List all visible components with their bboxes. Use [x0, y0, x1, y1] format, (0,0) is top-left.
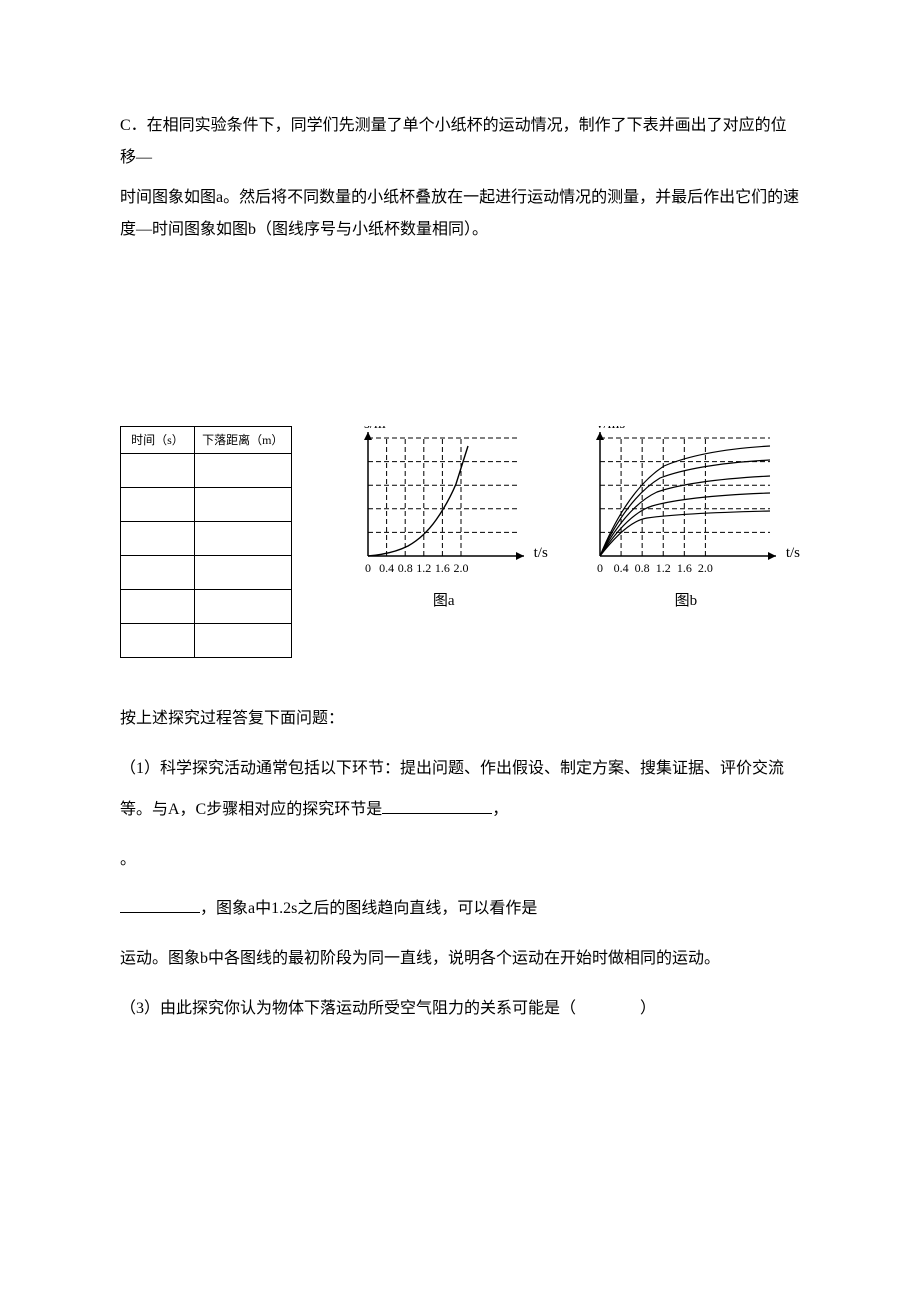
q1-comma: ，	[492, 801, 508, 818]
question-2-line1: ，图象a中1.2s之后的图线趋向直线，可以看作是	[120, 888, 800, 930]
questions-intro: 按上述探究过程答复下面问题：	[120, 698, 800, 740]
svg-text:2.0: 2.0	[453, 561, 468, 575]
svg-text:0.4: 0.4	[379, 561, 394, 575]
table-row	[121, 556, 292, 590]
svg-text:1.6: 1.6	[435, 561, 450, 575]
svg-text:0.8: 0.8	[634, 561, 649, 575]
svg-text:1.6: 1.6	[677, 561, 692, 575]
chart-b: v/ms⁻¹ 0 0.4 0.8 1.2 1.6 2.0	[572, 426, 782, 586]
charts-container: s/m00.40.81.21.62.0 t/s 图a v/ms⁻¹00.40.8…	[340, 426, 800, 613]
paragraph-c-1: C．在相同实验条件下，同学们先测量了单个小纸杯的运动情况，制作了下表并画出了对应…	[120, 110, 800, 174]
table-row	[121, 590, 292, 624]
question-3: （3）由此探究你认为物体下落运动所受空气阻力的关系可能是（ ）	[120, 988, 800, 1030]
data-table: 时间（s） 下落距离（m）	[120, 426, 292, 658]
svg-text:1.2: 1.2	[416, 561, 431, 575]
svg-text:v/ms⁻¹: v/ms⁻¹	[596, 426, 638, 432]
paragraph-c-2: 时间图象如图a。然后将不同数量的小纸杯叠放在一起进行运动情况的测量，并最后作出它…	[120, 182, 800, 246]
chart-b-xlabel: t/s	[786, 542, 800, 565]
table-header-distance: 下落距离（m）	[194, 427, 291, 454]
chart-b-caption: 图b	[572, 590, 800, 613]
table-body	[121, 454, 292, 658]
blank-2	[120, 897, 200, 913]
chart-a: s/m 0 0.40.8 1.2 1.62.0	[340, 426, 530, 586]
q1-period: 。	[120, 851, 136, 868]
table-row	[121, 624, 292, 658]
table-row	[121, 454, 292, 488]
svg-text:s/m: s/m	[364, 426, 386, 432]
question-1-line2: 。	[120, 839, 800, 881]
q2-text-a: 图象a中1.2s之后的图线趋向直线，可以看作是	[216, 900, 537, 917]
svg-text:0: 0	[365, 561, 371, 575]
svg-text:1.2: 1.2	[656, 561, 671, 575]
table-header-time: 时间（s）	[121, 427, 195, 454]
svg-text:2.0: 2.0	[698, 561, 713, 575]
svg-text:0.4: 0.4	[613, 561, 628, 575]
chart-a-block: s/m 0 0.40.8 1.2 1.62.0 t/s 图a	[340, 426, 548, 613]
svg-text:0: 0	[597, 561, 603, 575]
question-2-line2: 运动。图象b中各图线的最初阶段为同一直线，说明各个运动在开始时做相同的运动。	[120, 938, 800, 980]
table-row	[121, 522, 292, 556]
blank-1	[382, 798, 492, 814]
table-row	[121, 488, 292, 522]
table-and-charts-row: 时间（s） 下落距离（m） s/m00.40.81.21.62.0 t/s 图a…	[120, 426, 800, 658]
svg-text:0.8: 0.8	[397, 561, 412, 575]
chart-a-caption: 图a	[340, 590, 548, 613]
q2-blank-comma: ，	[200, 900, 216, 917]
chart-a-xlabel: t/s	[534, 542, 548, 565]
question-1-line1: （1）科学探究活动通常包括以下环节：提出问题、作出假设、制定方案、搜集证据、评价…	[120, 748, 800, 831]
chart-b-block: v/ms⁻¹ 0 0.4 0.8 1.2 1.6 2.0 t/s 图b	[572, 426, 800, 613]
